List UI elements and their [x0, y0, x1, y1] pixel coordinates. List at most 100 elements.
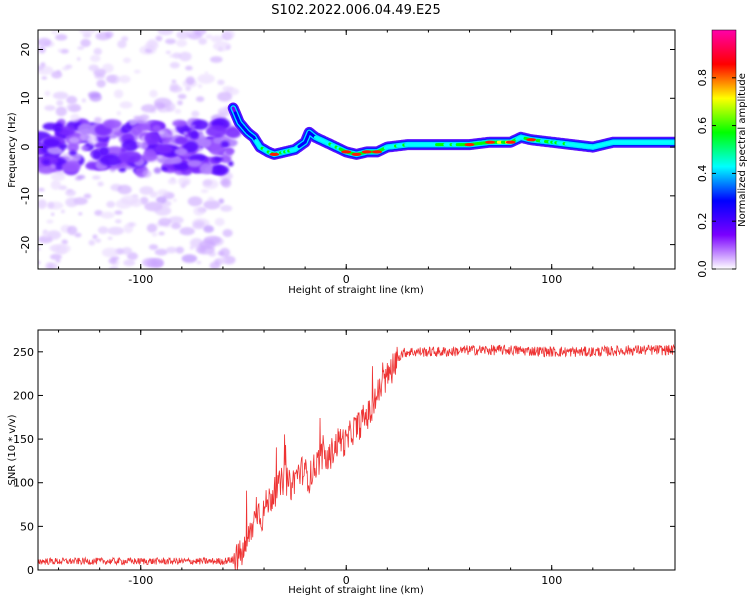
y-tick-label: -20: [19, 236, 32, 254]
noise-blob: [94, 210, 103, 216]
snr-x-label: Height of straight line (km): [288, 585, 424, 596]
ridge-hotspot: [526, 138, 537, 142]
noise-blob: [46, 230, 62, 240]
noise-blob: [220, 140, 230, 148]
noise-blob: [193, 220, 205, 228]
noise-blob: [87, 91, 101, 98]
noise-blob: [76, 57, 81, 61]
noise-blob: [101, 247, 119, 258]
noise-blob: [79, 30, 96, 35]
noise-blob: [192, 30, 207, 36]
noise-blob: [116, 111, 122, 116]
noise-blob: [158, 231, 165, 236]
noise-blob: [180, 183, 186, 189]
ridge-hotspot: [505, 140, 516, 144]
noise-blob: [189, 245, 194, 250]
noise-blob: [80, 38, 91, 48]
noise-blob: [149, 89, 158, 98]
x-tick-label: -100: [128, 574, 153, 587]
noise-blob: [95, 238, 102, 243]
x-tick-label: -100: [128, 273, 153, 286]
noise-blob: [61, 161, 81, 173]
noise-blob: [97, 226, 109, 234]
noise-blob: [154, 206, 172, 216]
noise-blob: [110, 74, 120, 84]
noise-blob: [136, 142, 143, 146]
noise-blob: [44, 105, 56, 111]
noise-blob: [77, 174, 86, 180]
noise-blob: [66, 189, 73, 193]
noise-blob: [123, 223, 134, 234]
y-tick-label: 0: [19, 144, 32, 151]
y-tick-label: 0: [27, 564, 34, 577]
noise-blob: [217, 79, 225, 86]
noise-blob: [146, 223, 158, 233]
noise-blob: [218, 198, 225, 204]
spectrogram-y-label: Frequency (Hz): [7, 112, 18, 188]
noise-blob: [108, 258, 117, 264]
noise-blob: [139, 114, 150, 121]
noise-blob: [189, 130, 199, 140]
noise-blob: [151, 232, 158, 237]
noise-blob: [106, 201, 116, 208]
colorbar-gradient: [711, 29, 737, 270]
noise-blob: [197, 73, 215, 84]
noise-blob: [118, 75, 131, 84]
noise-blob: [155, 35, 163, 42]
noise-blob: [228, 160, 234, 167]
snr-line-group: [38, 343, 675, 570]
noise-blob: [193, 206, 205, 216]
noise-blob: [55, 106, 67, 117]
noise-blob: [65, 197, 79, 208]
noise-blob: [141, 152, 158, 162]
noise-blob: [81, 98, 87, 103]
noise-blob: [80, 145, 90, 151]
noise-blob: [187, 159, 202, 168]
noise-blob: [47, 262, 58, 269]
noise-blob: [165, 246, 177, 254]
noise-blob: [165, 38, 176, 45]
noise-blob: [191, 119, 209, 130]
noise-blob: [134, 69, 141, 74]
noise-blob: [173, 198, 177, 202]
noise-blob: [107, 226, 125, 236]
snr-frame: [37, 329, 676, 571]
noise-blob: [60, 48, 69, 54]
noise-blob: [38, 260, 41, 265]
noise-blob: [50, 164, 56, 169]
y-tick-label: 250: [13, 346, 34, 359]
noise-blob: [211, 164, 224, 175]
snr-panel: -100 0 100 0 50 100 150 200 250 Height of strai…: [7, 329, 676, 596]
noise-blob: [187, 196, 203, 207]
noise-blob: [61, 239, 68, 245]
noise-blob: [88, 64, 99, 72]
noise-blob: [198, 37, 208, 45]
noise-blob: [176, 39, 188, 47]
noise-blob: [140, 196, 149, 205]
noise-blob: [178, 51, 192, 62]
noise-blob: [142, 169, 152, 178]
ridge-hotspot: [361, 150, 372, 154]
noise-blob: [42, 230, 51, 238]
noise-blob: [51, 212, 55, 216]
noise-blob: [176, 30, 190, 40]
noise-blob: [154, 102, 165, 110]
snr-line: [38, 343, 675, 570]
noise-blob: [192, 124, 196, 128]
noise-blob: [123, 259, 136, 267]
noise-blob: [40, 62, 46, 67]
noise-blob: [220, 179, 230, 186]
noise-blob: [51, 70, 63, 79]
noise-blob: [117, 150, 142, 164]
noise-blob: [220, 205, 233, 212]
noise-blob: [185, 86, 191, 92]
ridge-hotspot: [269, 152, 280, 156]
noise-blob: [96, 79, 106, 88]
noise-blob: [99, 154, 123, 166]
noise-blob: [139, 186, 154, 195]
noise-blob: [168, 216, 184, 225]
noise-blob: [68, 136, 80, 144]
noise-blob: [217, 91, 233, 102]
noise-blob: [77, 46, 85, 50]
